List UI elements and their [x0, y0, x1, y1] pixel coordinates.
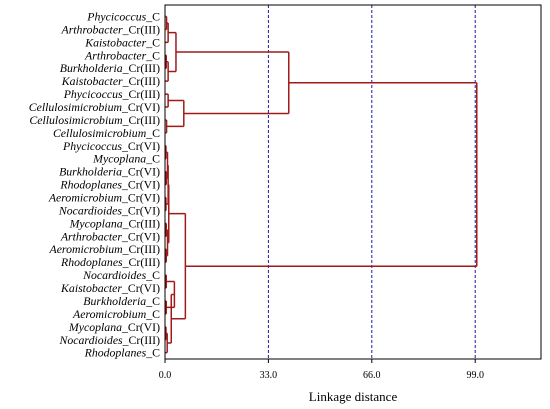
- leaf-suffix: _C: [145, 152, 160, 166]
- leaf-label: Kaistobacter_Cr(III): [61, 74, 160, 88]
- dendrogram-link-z: [185, 82, 478, 267]
- leaf-suffix: _C: [145, 294, 160, 308]
- leaf-genus: Cellulosimicrobium: [53, 126, 147, 140]
- leaf-suffix: _Cr(VI): [121, 178, 160, 192]
- leaf-genus: Burkholderia: [59, 165, 122, 179]
- dendrogram-link-i: [175, 51, 290, 115]
- leaf-label: Rhodoplanes_C: [84, 346, 161, 360]
- leaf-suffix: _C: [145, 346, 160, 360]
- leaf-suffix: _C: [145, 126, 160, 140]
- leaf-label: Mycoplana_C: [92, 152, 160, 166]
- leaf-genus: Mycoplana: [68, 320, 122, 334]
- leaf-label: Nocardioides_C: [82, 268, 160, 282]
- leaf-genus: Nocardioides: [59, 333, 124, 347]
- leaf-label: Burkholderia_Cr(VI): [59, 165, 160, 179]
- leaf-suffix: _Cr(VI): [121, 229, 160, 243]
- leaf-label: Rhodoplanes_Cr(VI): [59, 178, 160, 192]
- leaf-label: Burkholderia_C: [83, 294, 160, 308]
- leaf-suffix: _Cr(III): [122, 255, 160, 269]
- leaf-label: Kaistobacter_C: [84, 35, 160, 49]
- leaf-label: Arthrobacter_C: [84, 48, 160, 62]
- leaf-suffix: _C: [145, 48, 160, 62]
- leaf-genus: Arthrobacter: [60, 229, 123, 243]
- leaf-label: Arthrobacter_Cr(III): [60, 22, 160, 36]
- leaf-label: Rhodoplanes_Cr(III): [60, 255, 160, 269]
- reference-lines: [267, 5, 476, 359]
- leaf-genus: Mycoplana: [92, 152, 146, 166]
- leaf-genus: Cellulosimicrobium: [29, 113, 123, 127]
- leaf-suffix: _Cr(VI): [121, 203, 160, 217]
- leaf-genus: Aeromicrobium: [48, 242, 123, 256]
- leaf-suffix: _Cr(VI): [121, 139, 160, 153]
- x-tick-label: 66.0: [363, 370, 381, 381]
- leaf-genus: Nocardioides: [58, 203, 123, 217]
- leaf-genus: Aeromicrobium: [48, 191, 123, 205]
- leaf-label: Arthrobacter_Cr(VI): [60, 229, 160, 243]
- leaf-genus: Arthrobacter: [84, 48, 147, 62]
- x-tick-label: 0.0: [159, 370, 172, 381]
- leaf-suffix: _Cr(VI): [121, 165, 160, 179]
- leaf-suffix: _Cr(III): [122, 242, 160, 256]
- leaf-suffix: _Cr(VI): [121, 100, 160, 114]
- leaf-genus: Rhodoplanes: [60, 255, 123, 269]
- leaf-suffix: _Cr(III): [122, 22, 160, 36]
- leaf-genus: Rhodoplanes: [59, 178, 122, 192]
- leaf-label: Cellulosimicrobium_C: [53, 126, 160, 140]
- leaf-genus: Phycicoccus: [63, 87, 123, 101]
- leaf-genus: Aeromicrobium: [72, 307, 147, 321]
- leaf-genus: Kaistobacter: [61, 74, 123, 88]
- x-tick-label: 33.0: [260, 370, 278, 381]
- leaf-suffix: _Cr(III): [122, 87, 160, 101]
- leaf-label: Nocardioides_Cr(VI): [58, 203, 160, 217]
- leaf-label: Mycoplana_Cr(III): [69, 216, 160, 230]
- leaf-genus: Phycicoccus: [62, 139, 122, 153]
- leaf-suffix: _C: [145, 35, 160, 49]
- leaf-label: Phycicoccus_Cr(VI): [62, 139, 160, 153]
- leaf-label: Kaistobacter_Cr(VI): [60, 281, 160, 295]
- leaf-label: Aeromicrobium_Cr(III): [48, 242, 160, 256]
- leaf-genus: Kaistobacter: [60, 281, 122, 295]
- leaf-genus: Rhodoplanes: [84, 346, 147, 360]
- leaf-label: Aeromicrobium_C: [72, 307, 160, 321]
- leaf-suffix: _Cr(III): [122, 216, 160, 230]
- leaf-label: Aeromicrobium_Cr(VI): [48, 191, 160, 205]
- leaf-suffix: _Cr(VI): [121, 191, 160, 205]
- leaf-suffix: _Cr(VI): [121, 281, 160, 295]
- leaf-genus: Phycicoccus: [86, 10, 146, 24]
- leaf-genus: Burkholderia: [83, 294, 146, 308]
- leaf-genus: Cellulosimicrobium: [29, 100, 123, 114]
- leaf-label: Phycicoccus_Cr(III): [63, 87, 160, 101]
- x-tick-label: 99.0: [466, 370, 484, 381]
- leaf-suffix: _Cr(III): [122, 113, 160, 127]
- plot-frame: [164, 4, 542, 360]
- leaf-suffix: _Cr(III): [122, 74, 160, 88]
- leaf-genus: Arthrobacter: [60, 22, 123, 36]
- leaf-label: Phycicoccus_C: [86, 10, 160, 24]
- leaf-label: Cellulosimicrobium_Cr(III): [29, 113, 160, 127]
- leaf-suffix: _C: [145, 307, 160, 321]
- dendrogram-links: [165, 15, 478, 354]
- leaf-label: Nocardioides_Cr(III): [59, 333, 161, 347]
- leaf-labels: Phycicoccus_CArthrobacter_Cr(III)Kaistob…: [29, 10, 160, 360]
- leaf-label: Mycoplana_Cr(VI): [68, 320, 160, 334]
- leaf-suffix: _Cr(III): [122, 333, 160, 347]
- dendrogram-link-h: [166, 99, 185, 128]
- leaf-suffix: _Cr(VI): [121, 320, 160, 334]
- leaf-suffix: _C: [145, 268, 160, 282]
- leaf-genus: Burkholderia: [60, 61, 123, 75]
- dendrogram-link-e: [168, 31, 177, 73]
- leaf-label: Burkholderia_Cr(III): [60, 61, 160, 75]
- leaf-genus: Mycoplana: [69, 216, 123, 230]
- leaf-suffix: _Cr(III): [122, 61, 160, 75]
- leaf-genus: Kaistobacter: [84, 35, 146, 49]
- x-axis-title: Linkage distance: [309, 389, 398, 404]
- x-axis: 0.0 33.0 66.0 99.0: [159, 359, 484, 381]
- leaf-label: Cellulosimicrobium_Cr(VI): [29, 100, 160, 114]
- leaf-suffix: _C: [145, 10, 160, 24]
- leaf-genus: Nocardioides: [82, 268, 147, 282]
